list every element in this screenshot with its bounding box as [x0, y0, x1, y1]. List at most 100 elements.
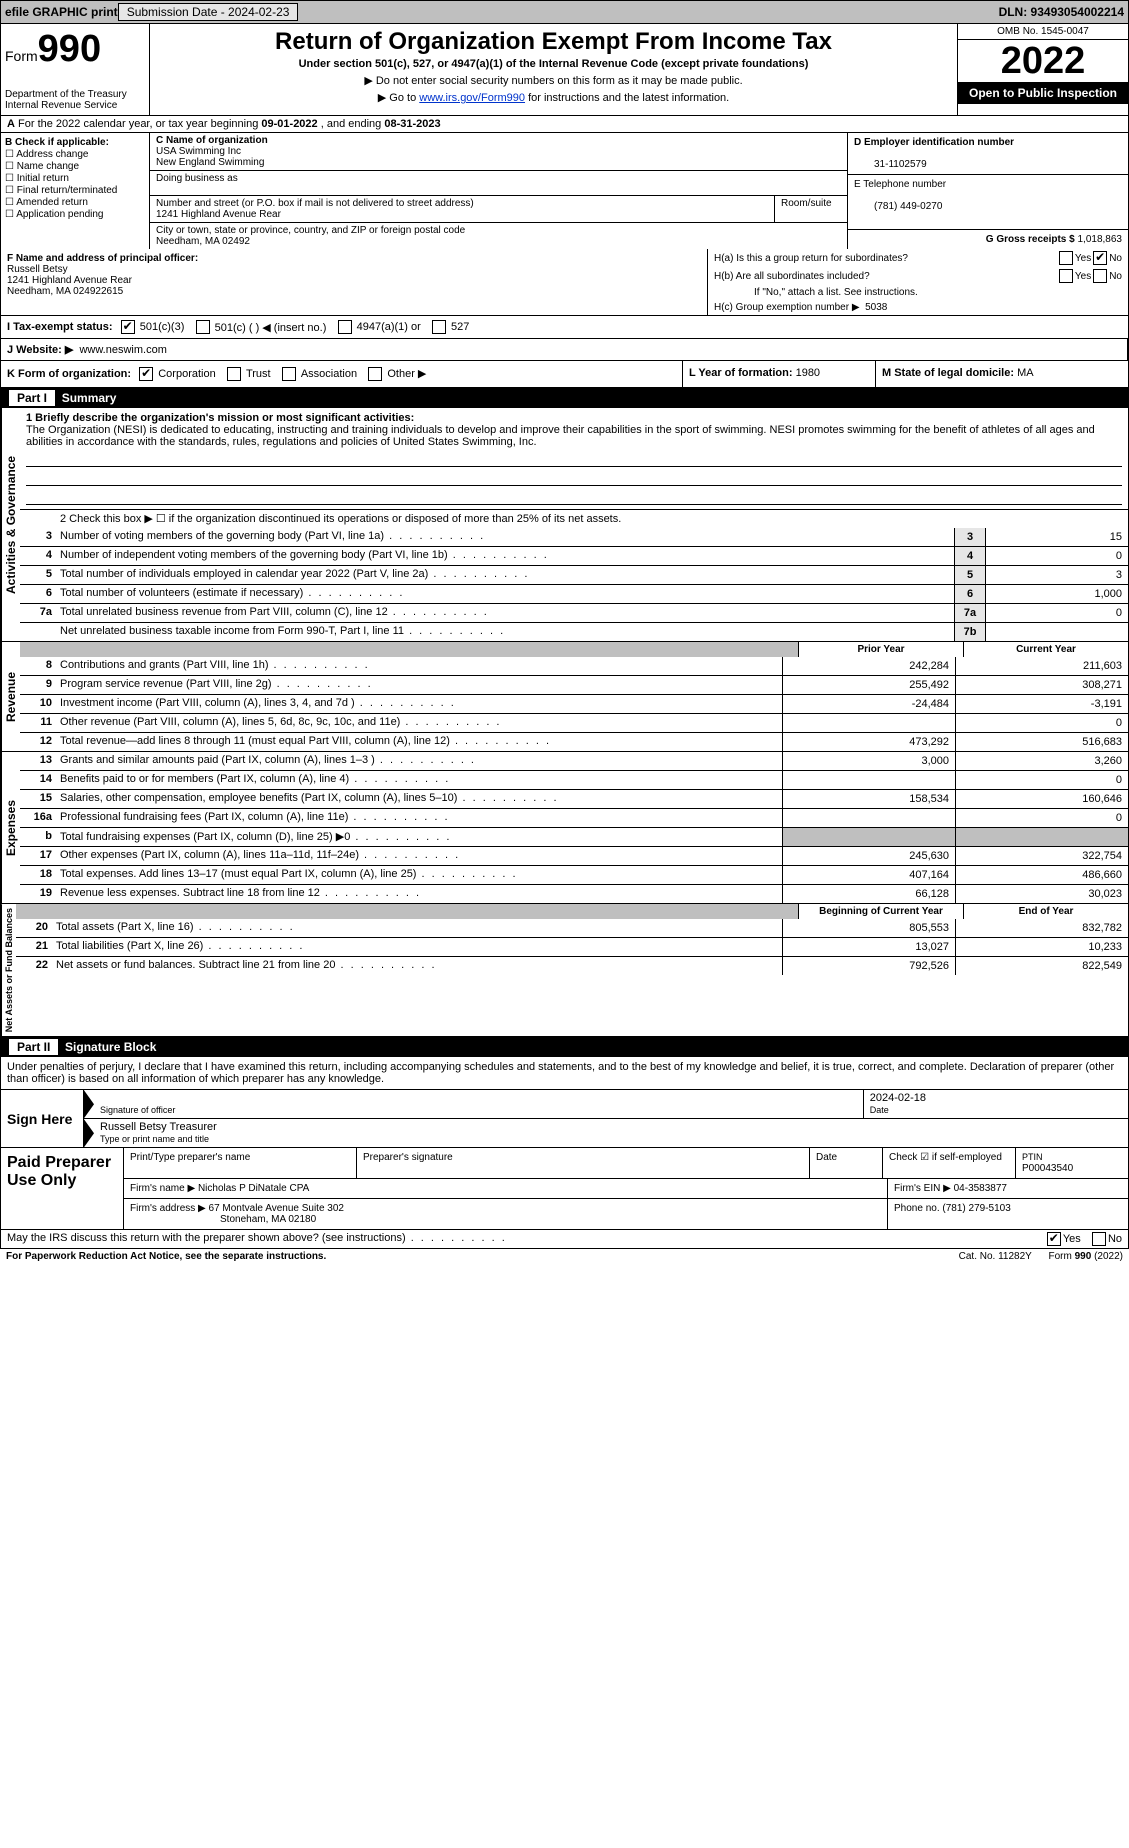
submission-date-button[interactable]: Submission Date - 2024-02-23 [118, 3, 299, 21]
website-value: www.neswim.com [79, 344, 166, 356]
sig-date-val: 2024-02-18 [870, 1092, 926, 1104]
line-value [985, 623, 1128, 641]
k-other-checkbox[interactable] [368, 367, 382, 381]
current-value: 10,233 [955, 938, 1128, 956]
current-value: 322,754 [955, 847, 1128, 865]
instructions-link[interactable]: www.irs.gov/Form990 [419, 92, 525, 104]
block-fh: F Name and address of principal officer:… [0, 249, 1129, 316]
line-num: 4 [20, 547, 56, 565]
expenses-section: Expenses 13 Grants and similar amounts p… [0, 752, 1129, 904]
i-4947-checkbox[interactable] [338, 320, 352, 334]
i-501c3-checkbox[interactable] [121, 320, 135, 334]
table-row: 4 Number of independent voting members o… [20, 546, 1128, 565]
addr-value: 1241 Highland Avenue Rear [156, 209, 281, 220]
boy-hdr: Beginning of Current Year [798, 904, 963, 919]
current-value: 3,260 [955, 752, 1128, 770]
opt-1: Name change [17, 161, 79, 172]
current-value: 0 [955, 714, 1128, 732]
current-value: 308,271 [955, 676, 1128, 694]
prior-value: 805,553 [782, 919, 955, 937]
line-text: Total number of volunteers (estimate if … [56, 585, 954, 603]
line-text: Revenue less expenses. Subtract line 18 … [56, 885, 782, 903]
col-f: F Name and address of principal officer:… [1, 249, 708, 315]
line-num: 21 [16, 938, 52, 956]
line-text: Salaries, other compensation, employee b… [56, 790, 782, 808]
k-trust-checkbox[interactable] [227, 367, 241, 381]
line-box: 7a [954, 604, 985, 622]
arrow-icon [84, 1090, 94, 1118]
prior-value: 473,292 [782, 733, 955, 751]
line-j: J Website: ▶ www.neswim.com [0, 339, 1129, 361]
na-label: Net Assets or Fund Balances [1, 904, 16, 1036]
opt-initial-return[interactable]: ☐ Initial return [5, 173, 145, 184]
opt-address-change[interactable]: ☐ Address change [5, 149, 145, 160]
part-i-name: Summary [62, 391, 117, 405]
ha-no-checkbox[interactable] [1093, 251, 1107, 265]
i-o2: 501(c) ( ) ◀ (insert no.) [215, 321, 327, 334]
line-num: 20 [16, 919, 52, 937]
city-block: City or town, state or province, country… [150, 223, 847, 249]
opt-final-return[interactable]: ☐ Final return/terminated [5, 185, 145, 196]
firm-addr-cell: Firm's address ▶ 67 Montvale Avenue Suit… [124, 1199, 888, 1229]
ha-yes-checkbox[interactable] [1059, 251, 1073, 265]
current-value: 486,660 [955, 866, 1128, 884]
activities-governance-section: Activities & Governance 1 Briefly descri… [0, 408, 1129, 642]
signature-block: Under penalties of perjury, I declare th… [0, 1057, 1129, 1230]
current-value: 822,549 [955, 957, 1128, 975]
table-row: 18 Total expenses. Add lines 13–17 (must… [20, 865, 1128, 884]
room-suite: Room/suite [775, 196, 847, 222]
line-text: Total revenue—add lines 8 through 11 (mu… [56, 733, 782, 751]
ptin-cell: PTINP00043540 [1016, 1148, 1128, 1178]
prior-value: -24,484 [782, 695, 955, 713]
may-irs-no-checkbox[interactable] [1092, 1232, 1106, 1246]
hb-no-checkbox[interactable] [1093, 269, 1107, 283]
line-num: 12 [20, 733, 56, 751]
k-o2: Trust [246, 368, 271, 380]
form-subtitle: Under section 501(c), 527, or 4947(a)(1)… [154, 58, 953, 70]
department-label: Department of the Treasury Internal Reve… [5, 89, 145, 111]
table-row: 11 Other revenue (Part VIII, column (A),… [20, 713, 1128, 732]
line-num: 11 [20, 714, 56, 732]
prior-value: 245,630 [782, 847, 955, 865]
opt-amended-return[interactable]: ☐ Amended return [5, 197, 145, 208]
self-emp-check[interactable]: Check ☑ if self-employed [889, 1152, 1002, 1163]
mission-text: The Organization (NESI) is dedicated to … [26, 424, 1095, 448]
name-label: Type or print name and title [100, 1134, 209, 1144]
line-text: Other expenses (Part IX, column (A), lin… [56, 847, 782, 865]
hb-no: No [1109, 271, 1122, 282]
mission-block: 1 Briefly describe the organization's mi… [20, 408, 1128, 510]
officer-name-cell: Russell Betsy TreasurerType or print nam… [94, 1119, 1128, 1147]
i-527-checkbox[interactable] [432, 320, 446, 334]
ein-value: 31-1102579 [854, 159, 927, 170]
table-row: 6 Total number of volunteers (estimate i… [20, 584, 1128, 603]
part-ii-header: Part II Signature Block [0, 1037, 1129, 1057]
part-i-num: Part I [9, 390, 55, 406]
line-text: Total expenses. Add lines 13–17 (must eq… [56, 866, 782, 884]
hb-yes-checkbox[interactable] [1059, 269, 1073, 283]
i-501c-checkbox[interactable] [196, 320, 210, 334]
opt-0: Address change [16, 149, 88, 160]
hb-note: If "No," attach a list. See instructions… [714, 287, 918, 298]
line-num: 16a [20, 809, 56, 827]
no-label: No [1108, 1233, 1122, 1245]
firm-ein-label: Firm's EIN ▶ [894, 1183, 951, 1194]
net-assets-section: Net Assets or Fund Balances Beginning of… [0, 904, 1129, 1037]
officer-printed-name: Russell Betsy Treasurer [100, 1121, 217, 1133]
k-assoc-checkbox[interactable] [282, 367, 296, 381]
table-row: 22 Net assets or fund balances. Subtract… [16, 956, 1128, 975]
hb-yes: Yes [1075, 271, 1091, 282]
perjury-statement: Under penalties of perjury, I declare th… [1, 1057, 1128, 1089]
hb-label: H(b) Are all subordinates included? [714, 271, 1057, 282]
i-label: I Tax-exempt status: [7, 321, 113, 333]
current-value: 160,646 [955, 790, 1128, 808]
a-pre: For the 2022 calendar year, or tax year … [18, 118, 261, 130]
prep-name-label: Print/Type preparer's name [124, 1148, 357, 1178]
k-corp-checkbox[interactable] [139, 367, 153, 381]
may-irs-yes-checkbox[interactable] [1047, 1232, 1061, 1246]
b-label: B Check if applicable: [5, 137, 109, 148]
opt-application-pending[interactable]: ☐ Application pending [5, 209, 145, 220]
officer-name: Russell Betsy [7, 264, 68, 275]
opt-name-change[interactable]: ☐ Name change [5, 161, 145, 172]
j-label: J Website: ▶ [7, 344, 73, 356]
current-value: 516,683 [955, 733, 1128, 751]
